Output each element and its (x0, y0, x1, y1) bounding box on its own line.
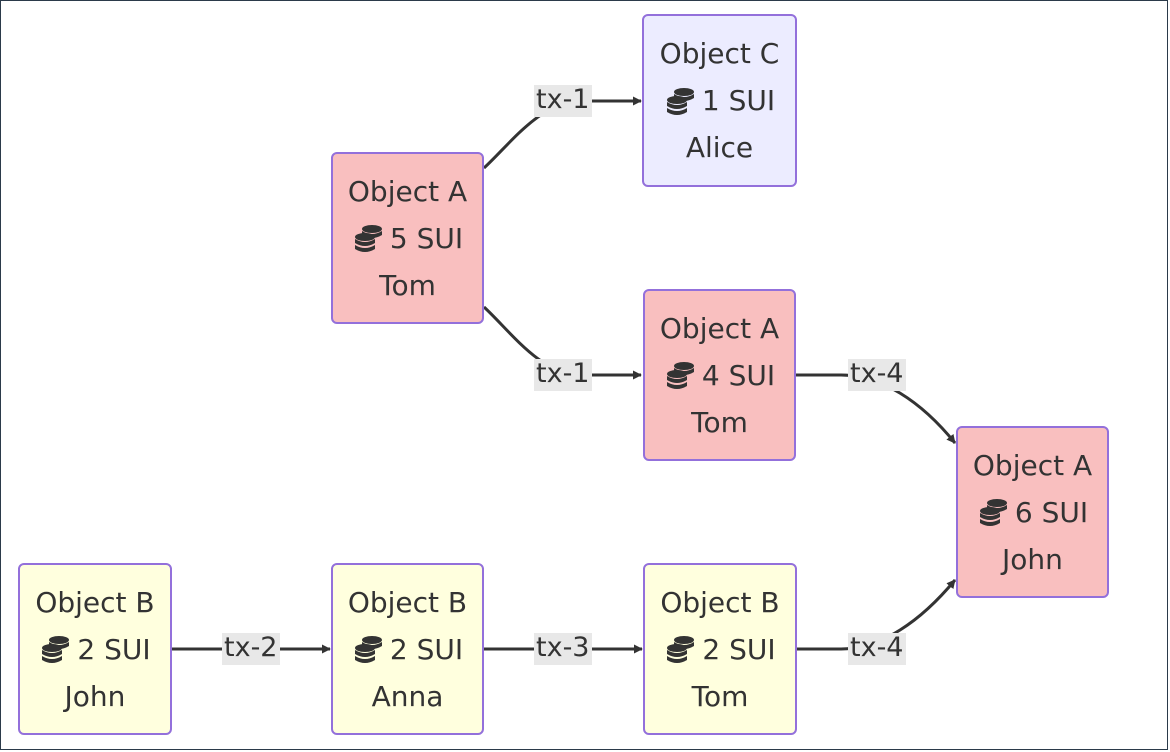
coins-icon (354, 636, 382, 663)
node-name: Object A (659, 311, 780, 345)
node-n3: Object A 4 SUI Tom (643, 289, 796, 461)
node-amount: 5 SUI (389, 221, 464, 255)
coins-icon (666, 362, 694, 389)
node-name: Object A (347, 174, 468, 208)
node-amount: 1 SUI (701, 84, 776, 117)
coins-icon (666, 87, 694, 115)
node-amount: 2 SUI (77, 632, 151, 666)
edge-label: tx-2 (222, 632, 280, 665)
coins-icon (42, 636, 70, 663)
node-amount-row: 2 SUI (664, 626, 776, 673)
node-owner: Tom (691, 405, 748, 439)
node-amount: 4 SUI (701, 358, 776, 392)
coins-icon (979, 499, 1007, 526)
node-n5: Object B 2 SUI John (18, 563, 172, 735)
node-owner: John (1002, 542, 1063, 576)
node-name: Object B (35, 585, 155, 619)
node-amount: 2 SUI (389, 632, 464, 666)
edge-label: tx-1 (534, 358, 592, 391)
node-owner: Tom (379, 268, 436, 302)
node-amount-row: 2 SUI (39, 626, 151, 673)
node-owner: Tom (691, 679, 749, 713)
coins-icon (667, 636, 695, 663)
node-amount-row: 1 SUI (664, 77, 775, 124)
node-n4: Object A 6 SUI John (956, 426, 1109, 598)
node-amount: 2 SUI (702, 632, 776, 666)
edge-label: tx-4 (848, 632, 906, 665)
node-owner: John (64, 679, 126, 713)
node-name: Object B (660, 585, 780, 619)
node-amount-row: 5 SUI (352, 215, 463, 262)
node-owner: Alice (685, 131, 754, 164)
node-name: Object C (659, 37, 780, 70)
node-amount: 6 SUI (1014, 495, 1089, 529)
node-n7: Object B 2 SUI Tom (643, 563, 797, 735)
node-amount-row: 6 SUI (977, 489, 1088, 536)
edge-label: tx-1 (534, 84, 592, 117)
node-name: Object B (347, 585, 468, 619)
node-n2: Object C 1 SUI Alice (642, 14, 797, 187)
node-owner: Anna (371, 679, 444, 713)
edge-n7-n4 (797, 579, 957, 651)
node-n6: Object B 2 SUI Anna (331, 563, 484, 735)
node-name: Object A (972, 448, 1093, 482)
edge-label: tx-3 (534, 632, 592, 665)
node-amount-row: 2 SUI (352, 626, 463, 673)
node-n1: Object A 5 SUI Tom (331, 152, 484, 324)
node-amount-row: 4 SUI (664, 352, 775, 399)
edge-label: tx-4 (848, 358, 906, 391)
coins-icon (354, 225, 382, 252)
